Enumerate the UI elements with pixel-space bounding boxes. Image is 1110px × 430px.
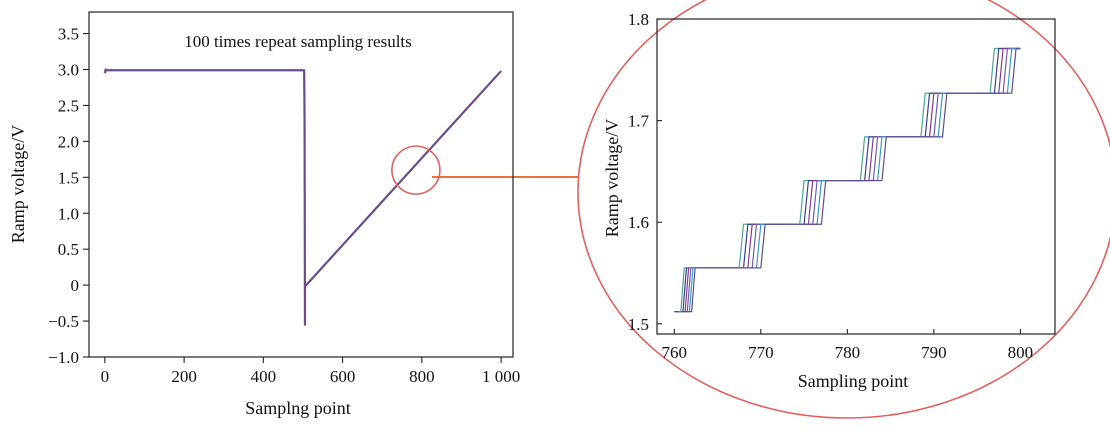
overview-x-tick-label: 200 <box>171 367 197 386</box>
zoom-y-tick-label: 1.7 <box>628 112 650 131</box>
zoom-x-tick-label: 800 <box>1008 343 1034 362</box>
zoom-x-tick-label: 770 <box>748 343 774 362</box>
overview-series <box>103 68 502 326</box>
zoom-series <box>674 47 1021 313</box>
zoom-x-axis: 760 770 780 790 800 <box>662 329 1034 362</box>
zoom-plot-frame <box>656 18 1056 335</box>
zoom-chart: 1.5 1.6 1.7 1.8 760 770 780 790 800 Sampling po… <box>602 10 1056 391</box>
zoom-x-tick-label: 760 <box>662 343 688 362</box>
overview-y-tick-label: 0 <box>71 276 80 295</box>
overview-y-tick-label: 1.5 <box>58 168 79 187</box>
overview-chart: −1.0 −0.5 0 0.5 1.0 1.5 2.0 2.5 3.0 3.5 0 200 400 60… <box>8 11 520 418</box>
overview-plot-frame <box>88 11 514 358</box>
zoom-y-tick-label: 1.8 <box>628 10 649 29</box>
zoom-x-tick-label: 790 <box>921 343 947 362</box>
zoom-x-axis-title: Sampling point <box>798 371 909 391</box>
overview-y-axis: −1.0 −0.5 0 0.5 1.0 1.5 2.0 2.5 3.0 3.5 <box>48 25 89 367</box>
overview-x-tick-label: 600 <box>330 367 356 386</box>
overview-y-tick-label: 1.0 <box>58 204 79 223</box>
overview-annotation: 100 times repeat sampling results <box>184 32 412 51</box>
overview-x-axis-title: Samplng point <box>245 398 351 418</box>
zoom-series-line <box>681 47 1021 313</box>
overview-x-tick-label: 800 <box>409 367 435 386</box>
overview-x-axis: 0 200 400 600 800 1 000 <box>101 357 520 386</box>
overview-series-line <box>103 68 502 326</box>
zoom-y-tick-label: 1.6 <box>628 213 649 232</box>
overview-y-tick-label: 3.0 <box>58 61 79 80</box>
overview-x-tick-label: 1 000 <box>482 367 520 386</box>
overview-y-tick-label: 0.5 <box>58 240 79 259</box>
overview-y-tick-label: 2.0 <box>58 132 79 151</box>
overview-y-tick-label: −0.5 <box>48 312 79 331</box>
zoom-y-axis-title: Ramp voltage/V <box>602 119 622 237</box>
overview-x-tick-label: 400 <box>251 367 277 386</box>
zoom-y-tick-label: 1.5 <box>628 315 649 334</box>
zoom-x-tick-label: 780 <box>835 343 861 362</box>
overview-y-tick-label: 2.5 <box>58 96 79 115</box>
overview-y-tick-label: 3.5 <box>58 25 79 44</box>
overview-y-axis-title: Ramp voltage/V <box>8 125 28 243</box>
overview-x-tick-label: 0 <box>101 367 110 386</box>
overview-y-tick-label: −1.0 <box>48 348 79 367</box>
overview-highlight-circle <box>391 145 441 195</box>
zoom-circle <box>577 0 1110 419</box>
zoom-y-axis: 1.5 1.6 1.7 1.8 <box>628 10 662 334</box>
